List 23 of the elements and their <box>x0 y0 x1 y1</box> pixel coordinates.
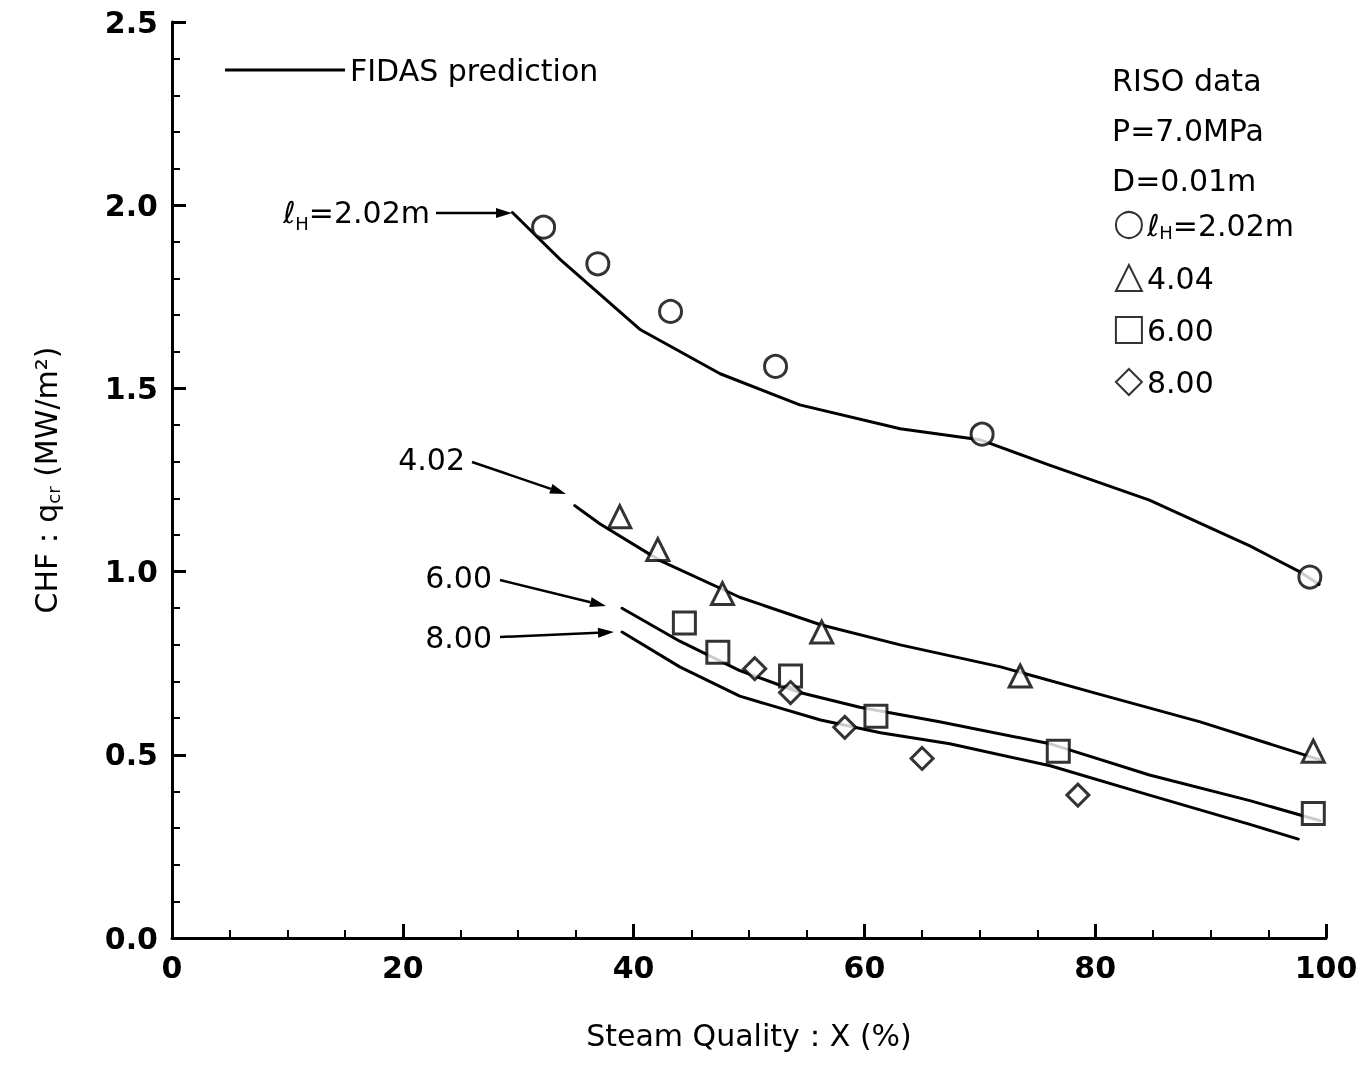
y-tick-label: 1.0 <box>104 554 158 590</box>
legend-label: 6.00 <box>1146 312 1214 348</box>
annotation: 6.00 <box>425 560 492 595</box>
y-tick-label: 2.5 <box>104 4 158 40</box>
legend-label: FIDAS prediction <box>350 52 599 88</box>
y-tick-label: 2.0 <box>104 187 158 223</box>
x-tick-label: 40 <box>612 949 655 985</box>
y-tick-label: 0.0 <box>104 920 158 956</box>
y-axis-title: CHF：qcr (MW/m²) <box>28 346 64 614</box>
annotation: 8.00 <box>425 620 492 655</box>
x-tick-label: 20 <box>381 949 424 985</box>
legend-label: 8.00 <box>1146 364 1214 400</box>
annotation: ℓ$_{H}$=2.02m <box>282 195 430 234</box>
x-tick-label: 100 <box>1294 949 1358 985</box>
legend-label: 4.04 <box>1146 260 1214 296</box>
x-tick-label: 60 <box>843 949 886 985</box>
legend-label: ℓH=2.02m <box>1145 207 1295 243</box>
y-tick-label: 0.5 <box>104 737 158 773</box>
x-tick-label: 0 <box>161 949 183 985</box>
y-tick-label: 1.5 <box>104 370 158 406</box>
x-axis-title: Steam Quality：X (%) <box>586 1017 912 1053</box>
annotation: 4.02 <box>398 442 465 477</box>
x-tick-label: 80 <box>1074 949 1117 985</box>
